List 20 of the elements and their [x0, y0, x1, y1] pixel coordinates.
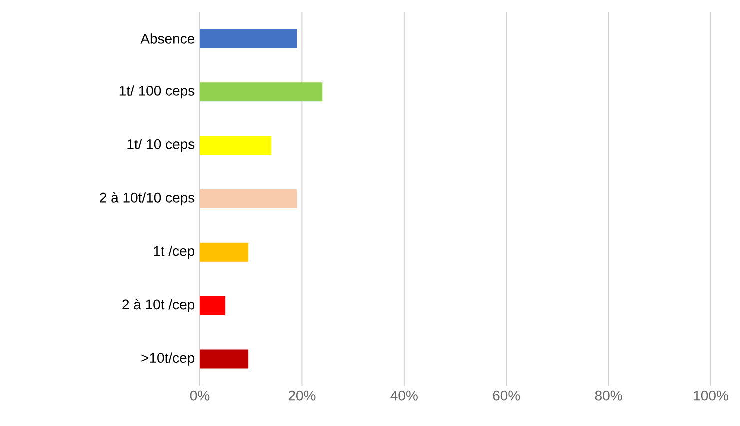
- x-tick-label: 20%: [288, 390, 316, 401]
- bar: [200, 82, 323, 102]
- bar: [200, 29, 298, 48]
- bar: [200, 242, 249, 262]
- bar: [200, 296, 226, 316]
- x-tick-label: 0%: [190, 390, 210, 401]
- x-tick-label: 40%: [390, 390, 418, 401]
- y-tick-label: 1t/ 100 ceps: [120, 86, 195, 99]
- y-tick-label: 1t /cep: [154, 246, 195, 259]
- y-tick-label: 2 à 10t/10 ceps: [100, 192, 195, 206]
- y-tick-label: Absence: [140, 34, 195, 44]
- bar: [200, 350, 249, 369]
- bar: [200, 190, 298, 209]
- x-tick-label: 80%: [595, 390, 622, 401]
- x-tick-label: 100%: [694, 390, 728, 401]
- x-tick-label: 60%: [493, 390, 520, 401]
- y-tick-label: >10t/cep: [142, 352, 195, 366]
- y-tick-label: 2 à 10t /cep: [122, 299, 195, 312]
- y-tick-label: 1t/ 10 ceps: [128, 139, 195, 152]
- bar: [200, 136, 272, 156]
